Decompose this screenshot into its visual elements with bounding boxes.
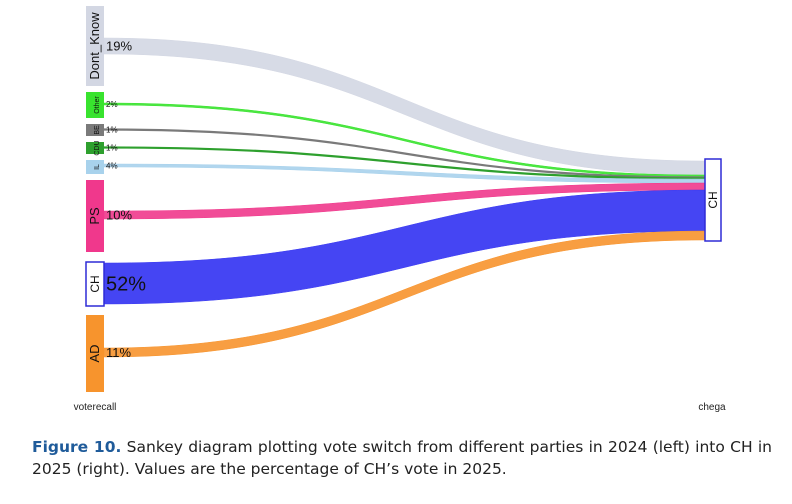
pct-label-ch: 52% xyxy=(106,274,146,296)
caption-text: Sankey diagram plotting vote switch from… xyxy=(32,438,772,478)
sankey-chart: Dont_Know 19%Other 2%BE 1%CDU 1%IL 4%PS 10%CH 5… xyxy=(74,6,726,413)
node-ad xyxy=(86,315,104,392)
node-label-dont-know: Dont_Know xyxy=(87,12,102,80)
node-label-il: IL xyxy=(94,164,101,170)
node-other xyxy=(86,92,104,118)
node-label-ad: AD xyxy=(87,344,102,362)
node-label-ps: PS xyxy=(87,207,102,225)
node-label-other: Other xyxy=(94,96,101,114)
node-dont-know xyxy=(86,6,104,86)
pct-label-be: 1% xyxy=(106,125,118,134)
node-be xyxy=(86,124,104,136)
target-node-ch xyxy=(704,158,722,242)
node-layer: Dont_Know 19%Other 2%BE 1%CDU 1%IL 4%PS 10%CH 5… xyxy=(85,6,722,392)
figure-label: Figure 10. xyxy=(32,438,122,456)
node-ch xyxy=(85,261,105,307)
node-label-ch: CH xyxy=(88,275,102,292)
pct-label-dont-know: 19% xyxy=(106,39,132,54)
flow-layer xyxy=(103,37,706,358)
pct-label-il: 4% xyxy=(106,161,118,170)
pct-label-cdu: 1% xyxy=(106,143,118,152)
node-label-be: BE xyxy=(94,125,101,135)
right-axis-label: chega xyxy=(698,402,726,413)
pct-label-other: 2% xyxy=(106,100,118,109)
flow-ch-to-ch xyxy=(103,189,706,305)
node-ps xyxy=(86,180,104,252)
node-il xyxy=(86,160,104,174)
node-label-cdu: CDU xyxy=(94,140,101,155)
pct-label-ad: 11% xyxy=(106,345,131,360)
node-cdu xyxy=(86,142,104,154)
left-axis-label: voterecall xyxy=(74,402,117,413)
target-node-label: CH xyxy=(706,191,720,208)
figure-caption: Figure 10. Sankey diagram plotting vote … xyxy=(32,436,772,480)
pct-label-ps: 10% xyxy=(106,208,132,223)
